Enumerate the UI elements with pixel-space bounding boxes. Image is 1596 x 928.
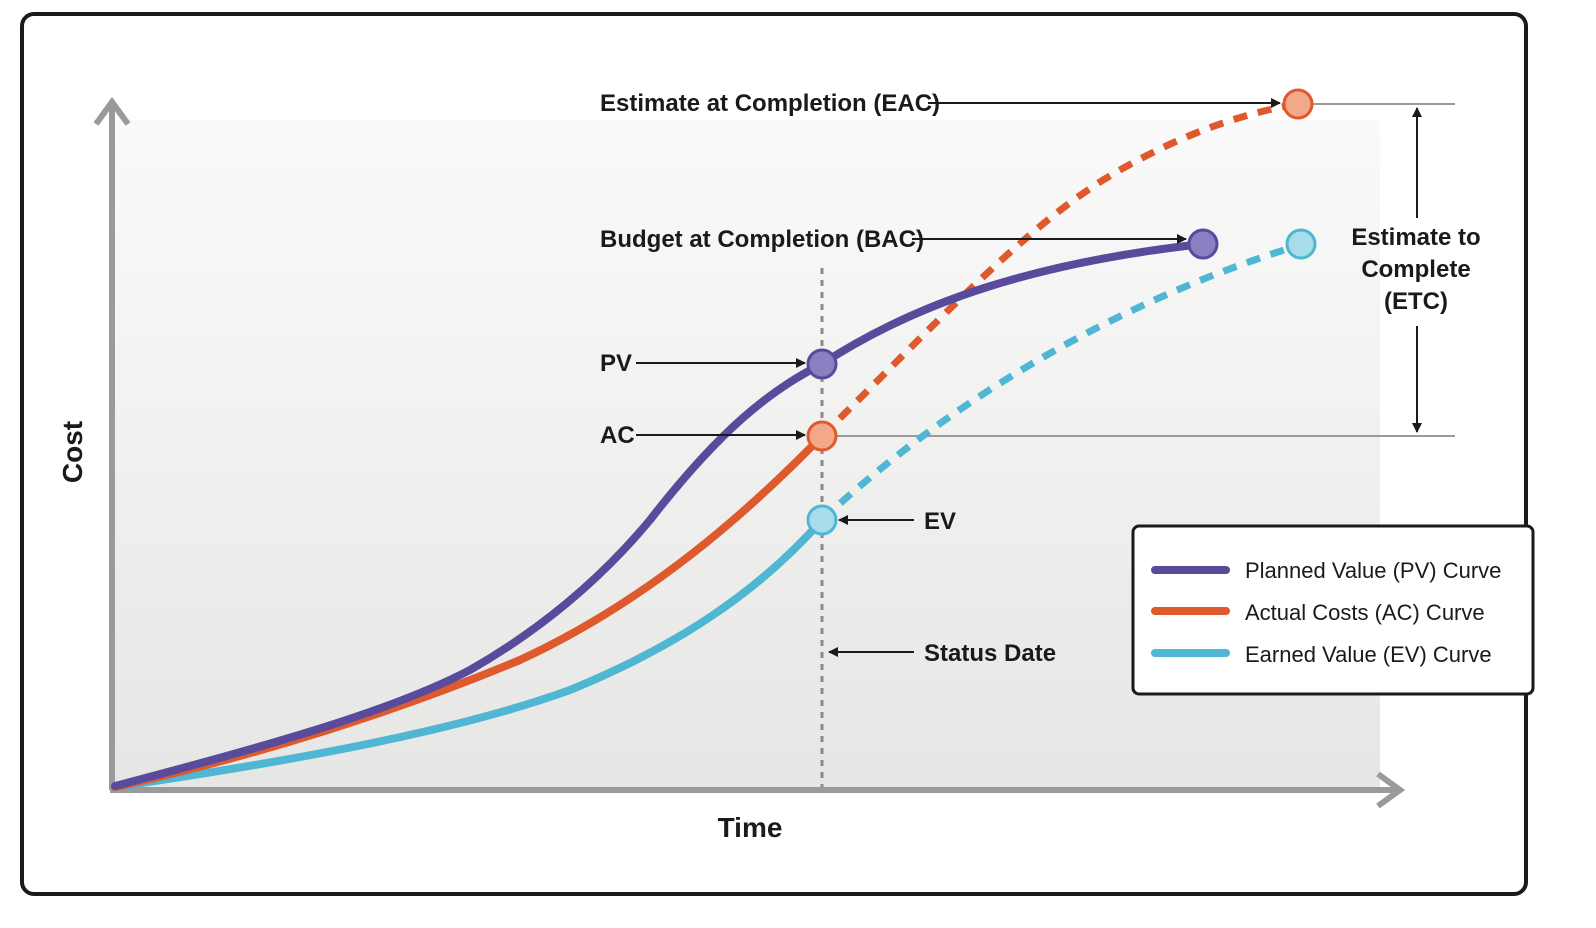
- etc-label-line2: Complete: [1361, 256, 1470, 283]
- ev-curve: [111, 516, 826, 791]
- bac-label: Budget at Completion (BAC): [600, 226, 924, 253]
- legend-box: [1131, 524, 1535, 696]
- pv-curve: [111, 240, 1207, 790]
- eac-point: [1282, 88, 1314, 120]
- bac-point: [1187, 228, 1219, 260]
- ac-forecast-curve: [819, 100, 1299, 439]
- etc-label-line3: (ETC): [1384, 288, 1448, 315]
- ev-point: [806, 504, 838, 536]
- y-axis-label: Cost: [57, 421, 88, 483]
- pv-label: PV: [600, 350, 632, 377]
- eac-label: Estimate at Completion (EAC): [600, 90, 940, 117]
- legend-label-ac: Actual Costs (AC) Curve: [1245, 600, 1485, 625]
- ev-label: EV: [924, 508, 956, 535]
- ac-point: [806, 420, 838, 452]
- pv-point: [806, 348, 838, 380]
- x-axis-label: Time: [718, 812, 783, 843]
- ev-completion-point: [1285, 228, 1317, 260]
- x-axis-arrow-icon: [1376, 771, 1406, 809]
- legend-label-ev: Earned Value (EV) Curve: [1245, 642, 1492, 667]
- legend-label-pv: Planned Value (PV) Curve: [1245, 558, 1501, 583]
- ac-label: AC: [600, 422, 635, 449]
- etc-label-line1: Estimate to: [1351, 224, 1480, 251]
- y-axis-arrow-icon: [93, 96, 131, 126]
- legend: Planned Value (PV) Curve Actual Costs (A…: [1131, 524, 1535, 696]
- status-date-label: Status Date: [924, 640, 1056, 667]
- ev-forecast-curve: [819, 241, 1302, 523]
